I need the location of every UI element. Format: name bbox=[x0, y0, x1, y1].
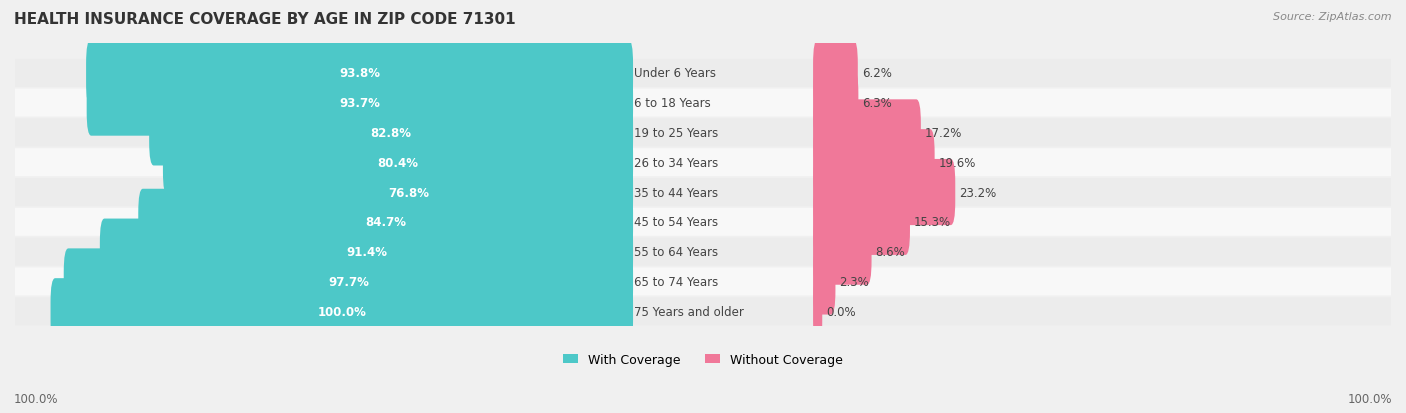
Text: 65 to 74 Years: 65 to 74 Years bbox=[634, 275, 718, 288]
Text: 100.0%: 100.0% bbox=[14, 392, 59, 405]
FancyBboxPatch shape bbox=[813, 100, 921, 166]
FancyBboxPatch shape bbox=[15, 119, 1391, 147]
FancyBboxPatch shape bbox=[813, 159, 955, 225]
Text: 19 to 25 Years: 19 to 25 Years bbox=[634, 127, 718, 140]
FancyBboxPatch shape bbox=[813, 278, 823, 344]
Text: 84.7%: 84.7% bbox=[366, 216, 406, 229]
Text: 97.7%: 97.7% bbox=[328, 275, 368, 288]
FancyBboxPatch shape bbox=[15, 178, 1391, 206]
FancyBboxPatch shape bbox=[15, 208, 1391, 236]
Text: 23.2%: 23.2% bbox=[959, 186, 997, 199]
Text: 15.3%: 15.3% bbox=[914, 216, 950, 229]
FancyBboxPatch shape bbox=[100, 219, 633, 285]
Text: 80.4%: 80.4% bbox=[377, 157, 419, 169]
FancyBboxPatch shape bbox=[63, 249, 633, 315]
Text: 2.3%: 2.3% bbox=[839, 275, 869, 288]
FancyBboxPatch shape bbox=[15, 149, 1391, 177]
Text: 45 to 54 Years: 45 to 54 Years bbox=[634, 216, 718, 229]
FancyBboxPatch shape bbox=[15, 238, 1391, 266]
Text: Source: ZipAtlas.com: Source: ZipAtlas.com bbox=[1274, 12, 1392, 22]
Text: 93.7%: 93.7% bbox=[339, 97, 380, 110]
FancyBboxPatch shape bbox=[51, 278, 633, 344]
FancyBboxPatch shape bbox=[813, 219, 872, 285]
Text: 35 to 44 Years: 35 to 44 Years bbox=[634, 186, 718, 199]
Text: 82.8%: 82.8% bbox=[371, 127, 412, 140]
Text: HEALTH INSURANCE COVERAGE BY AGE IN ZIP CODE 71301: HEALTH INSURANCE COVERAGE BY AGE IN ZIP … bbox=[14, 12, 516, 27]
FancyBboxPatch shape bbox=[149, 100, 633, 166]
FancyBboxPatch shape bbox=[15, 59, 1391, 88]
Text: 6.2%: 6.2% bbox=[862, 67, 891, 80]
Text: 19.6%: 19.6% bbox=[939, 157, 976, 169]
FancyBboxPatch shape bbox=[15, 89, 1391, 117]
FancyBboxPatch shape bbox=[813, 130, 935, 196]
Text: 0.0%: 0.0% bbox=[827, 305, 856, 318]
Text: 55 to 64 Years: 55 to 64 Years bbox=[634, 246, 718, 259]
Text: 100.0%: 100.0% bbox=[1347, 392, 1392, 405]
Text: 6 to 18 Years: 6 to 18 Years bbox=[634, 97, 711, 110]
Text: 8.6%: 8.6% bbox=[876, 246, 905, 259]
Text: 75 Years and older: 75 Years and older bbox=[634, 305, 744, 318]
FancyBboxPatch shape bbox=[15, 268, 1391, 296]
Text: 6.3%: 6.3% bbox=[862, 97, 893, 110]
Text: 100.0%: 100.0% bbox=[318, 305, 366, 318]
FancyBboxPatch shape bbox=[163, 130, 633, 196]
Text: 93.8%: 93.8% bbox=[339, 67, 380, 80]
FancyBboxPatch shape bbox=[87, 70, 633, 136]
Text: Under 6 Years: Under 6 Years bbox=[634, 67, 716, 80]
FancyBboxPatch shape bbox=[138, 189, 633, 255]
Legend: With Coverage, Without Coverage: With Coverage, Without Coverage bbox=[558, 348, 848, 371]
FancyBboxPatch shape bbox=[86, 40, 633, 107]
FancyBboxPatch shape bbox=[184, 159, 633, 225]
Text: 76.8%: 76.8% bbox=[388, 186, 429, 199]
Text: 17.2%: 17.2% bbox=[925, 127, 962, 140]
FancyBboxPatch shape bbox=[813, 70, 859, 136]
FancyBboxPatch shape bbox=[813, 40, 858, 107]
FancyBboxPatch shape bbox=[813, 189, 910, 255]
Text: 26 to 34 Years: 26 to 34 Years bbox=[634, 157, 718, 169]
Text: 91.4%: 91.4% bbox=[346, 246, 387, 259]
FancyBboxPatch shape bbox=[813, 249, 835, 315]
FancyBboxPatch shape bbox=[15, 297, 1391, 325]
